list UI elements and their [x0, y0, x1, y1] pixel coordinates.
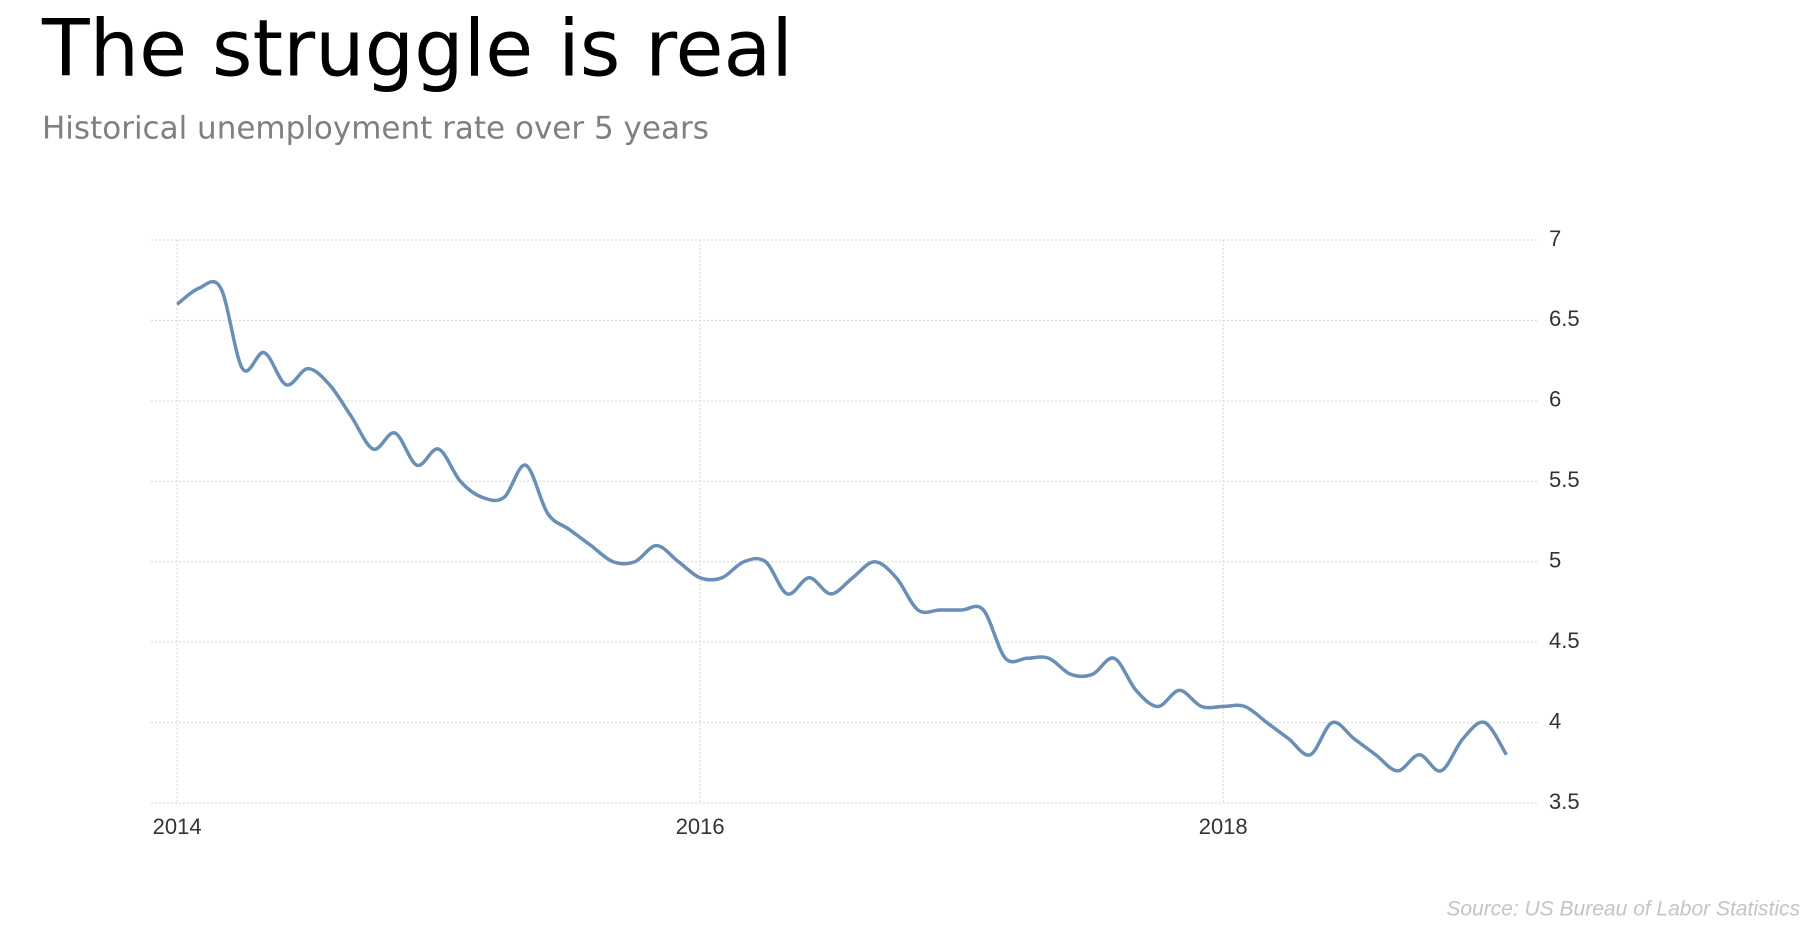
y-tick-label: 6.5	[1549, 306, 1580, 331]
y-tick-label: 7	[1549, 226, 1561, 251]
x-tick-label: 2016	[676, 814, 725, 839]
y-tick-label: 5	[1549, 548, 1561, 573]
x-tick-label: 2014	[153, 814, 202, 839]
y-tick-label: 5.5	[1549, 467, 1580, 492]
data-line	[176, 279, 1508, 773]
chart-subtitle: Historical unemployment rate over 5 year…	[42, 111, 709, 147]
y-tick-label: 6	[1549, 387, 1561, 412]
y-tick-label: 4	[1549, 708, 1561, 733]
source-note: Source: US Bureau of Labor Statistics	[1446, 898, 1800, 921]
y-tick-label: 4.5	[1549, 628, 1580, 653]
chart-title: The struggle is real	[41, 4, 793, 94]
x-tick-label: 2018	[1199, 814, 1248, 839]
y-tick-label: 3.5	[1549, 789, 1580, 814]
